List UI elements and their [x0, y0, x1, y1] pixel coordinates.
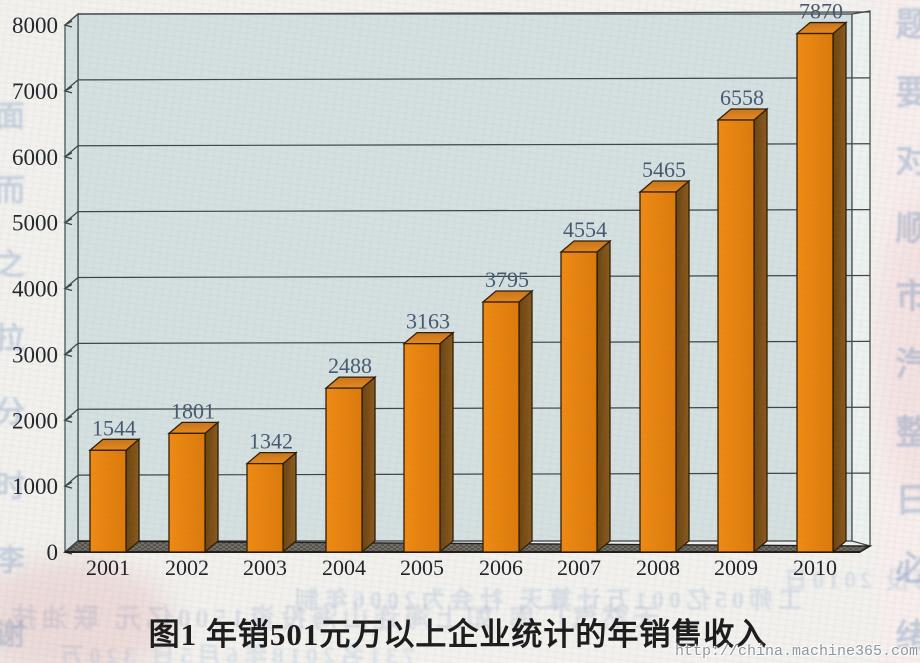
bar-value-label-2004: 2488: [328, 353, 372, 378]
bar-value-label-2001: 1544: [92, 415, 136, 440]
x-tick-label-2006: 2006: [479, 555, 523, 580]
x-tick-label-2007: 2007: [557, 555, 601, 580]
bar-value-label-2002: 1801: [171, 398, 215, 423]
bar-value-label-2005: 3163: [406, 309, 450, 334]
ytick-arrow-6000: [63, 152, 73, 160]
y-tick-label-5000: 5000: [12, 211, 58, 236]
bar-value-label-2008: 5465: [642, 157, 686, 182]
bar-2008: [638, 179, 691, 554]
y-tick-label-3000: 3000: [12, 342, 58, 367]
bar-2001-front: [89, 449, 127, 553]
gridline-8000: [77, 11, 871, 15]
bar-2006: [481, 289, 534, 554]
y-tick-label-2000: 2000: [12, 408, 58, 433]
bar-2001: [88, 437, 141, 554]
bar-2010-front: [796, 32, 834, 553]
watermark-url: http://china.machine365.com: [674, 643, 918, 660]
gridline-7000: [77, 77, 871, 81]
bar-2004-front: [325, 387, 363, 553]
x-tick-label-2009: 2009: [714, 555, 758, 580]
bar-2002-side: [204, 420, 219, 554]
bar-2006-front: [482, 301, 520, 553]
x-tick-label-2001: 2001: [86, 555, 130, 580]
x-tick-label-2003: 2003: [243, 555, 287, 580]
x-tick-label-2002: 2002: [165, 555, 209, 580]
bar-2004-side: [361, 375, 376, 554]
bar-2004: [324, 375, 377, 554]
y-tick-label-8000: 8000: [12, 13, 58, 38]
bar-value-label-2006: 3795: [485, 267, 529, 292]
bar-2009-side: [753, 107, 768, 554]
bar-2003-side: [282, 451, 297, 554]
bar-2003: [245, 451, 298, 554]
x-tick-label-2004: 2004: [322, 555, 366, 580]
bar-value-label-2009: 6558: [720, 85, 764, 110]
bar-2002-front: [168, 432, 206, 553]
bar-2010: [795, 21, 848, 554]
bar-2007-side: [596, 239, 611, 554]
bar-value-label-2010: 7870: [799, 0, 843, 24]
ytick-arrow-8000: [63, 20, 73, 28]
y-tick-label-7000: 7000: [12, 79, 58, 104]
y-tick-label-4000: 4000: [12, 277, 58, 302]
ytick-arrow-2000: [63, 415, 73, 423]
chart-caption: 图1 年销501元万以上企业统计的年销售收入: [148, 617, 768, 652]
x-tick-label-2005: 2005: [400, 555, 444, 580]
bar-2005-front: [403, 342, 441, 553]
y-tick-label-1000: 1000: [12, 474, 58, 499]
bar-2008-front: [639, 191, 677, 553]
bar-2001-side: [125, 437, 140, 554]
bar-2010-side: [832, 21, 847, 554]
bar-2009: [716, 107, 769, 554]
bar-value-label-2003: 1342: [249, 429, 293, 454]
bar-2006-side: [518, 289, 533, 554]
y-tick-label-0: 0: [47, 540, 59, 565]
ytick-arrow-5000: [63, 218, 73, 226]
y-tick-label-6000: 6000: [12, 145, 58, 170]
bar-2007-front: [560, 251, 598, 553]
x-tick-label-2010: 2010: [793, 555, 837, 580]
bar-2008-side: [675, 179, 690, 554]
bar-2003-front: [246, 462, 284, 553]
ytick-arrow-7000: [63, 86, 73, 94]
bar-2002: [167, 420, 220, 554]
page-right-margin-tint: [870, 0, 920, 663]
x-tick-label-2008: 2008: [636, 555, 680, 580]
ytick-arrow-1000: [63, 481, 73, 489]
bar-2005-side: [439, 331, 454, 554]
bar-2005: [402, 331, 455, 554]
bar-value-label-2007: 4554: [563, 217, 607, 242]
ytick-arrow-3000: [63, 349, 73, 358]
bar-2007: [559, 239, 612, 554]
bar-2009-front: [717, 119, 755, 553]
ytick-arrow-4000: [63, 283, 73, 292]
right-wall-edge: [851, 10, 871, 547]
